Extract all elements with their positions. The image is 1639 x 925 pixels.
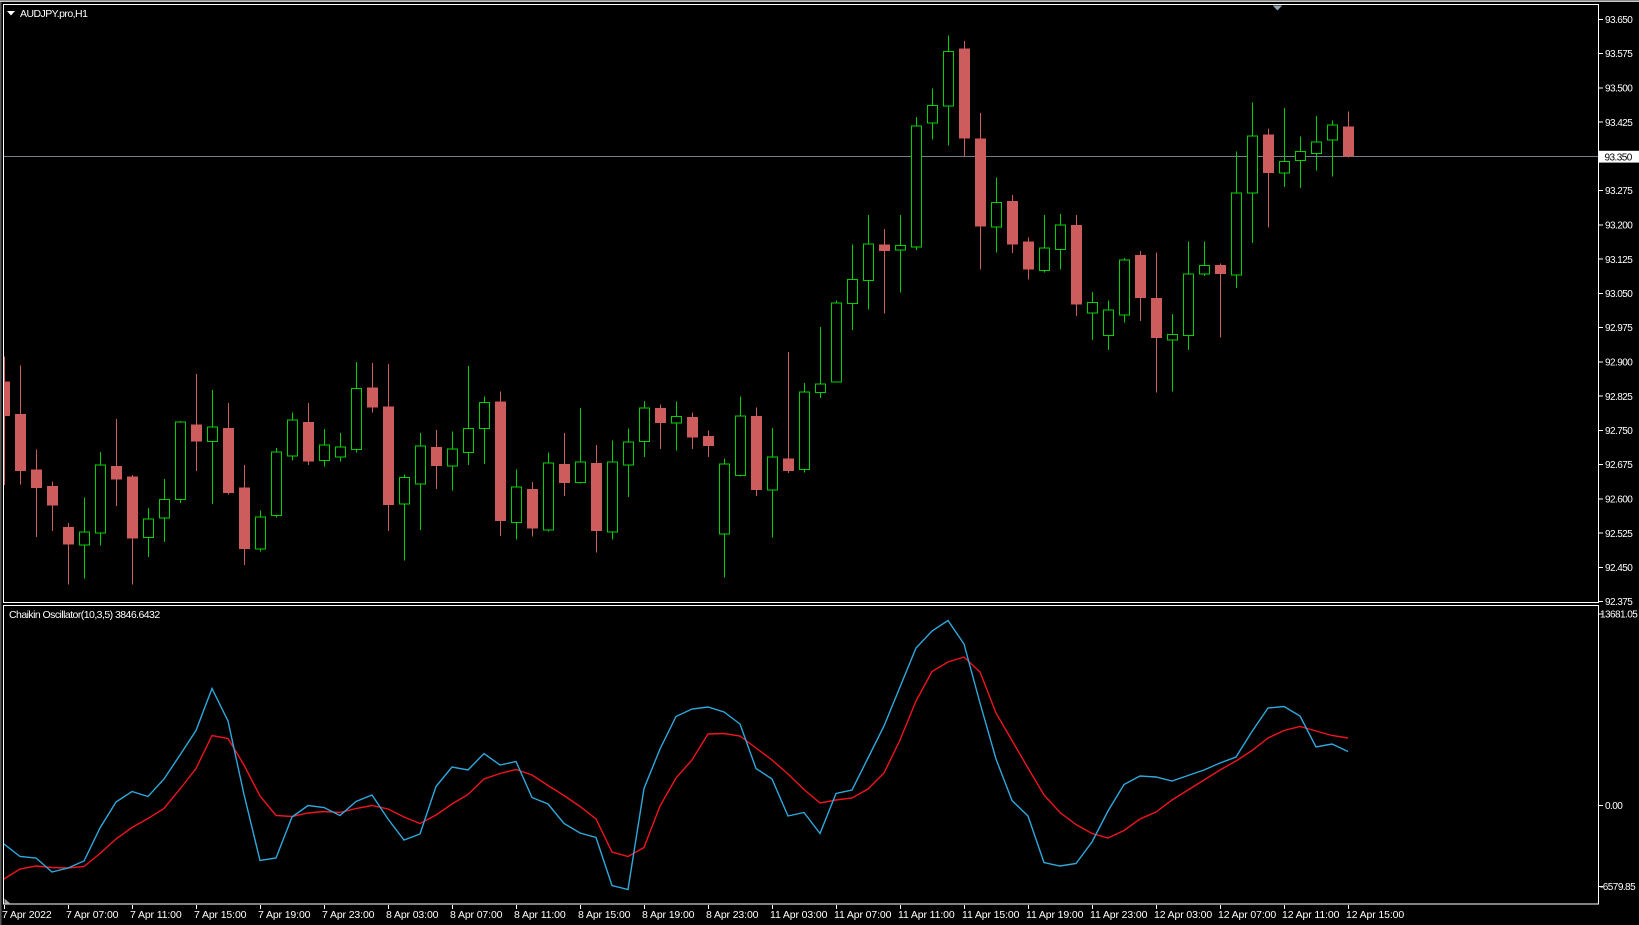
- svg-text:7 Apr 23:00: 7 Apr 23:00: [322, 909, 375, 921]
- svg-text:8 Apr 03:00: 8 Apr 03:00: [386, 909, 439, 921]
- svg-text:92.825: 92.825: [1605, 392, 1633, 403]
- svg-text:93.350: 93.350: [1605, 153, 1633, 164]
- svg-text:-6579.85: -6579.85: [1600, 882, 1636, 893]
- svg-text:11 Apr 07:00: 11 Apr 07:00: [834, 909, 892, 921]
- svg-text:11 Apr 15:00: 11 Apr 15:00: [962, 909, 1020, 921]
- svg-text:93.575: 93.575: [1605, 49, 1633, 60]
- svg-text:93.500: 93.500: [1605, 84, 1633, 95]
- svg-text:93.275: 93.275: [1605, 186, 1633, 197]
- svg-text:92.375: 92.375: [1605, 597, 1633, 608]
- svg-text:11 Apr 19:00: 11 Apr 19:00: [1026, 909, 1084, 921]
- svg-text:0.00: 0.00: [1605, 801, 1623, 812]
- svg-text:92.675: 92.675: [1605, 460, 1633, 471]
- svg-text:11 Apr 11:00: 11 Apr 11:00: [898, 909, 955, 921]
- svg-text:93.200: 93.200: [1605, 221, 1633, 232]
- svg-text:8 Apr 15:00: 8 Apr 15:00: [578, 909, 631, 921]
- svg-text:Chaikin Oscillator(10,3,5) 384: Chaikin Oscillator(10,3,5) 3846.6432: [9, 609, 160, 621]
- svg-text:13681.05: 13681.05: [1600, 610, 1638, 621]
- svg-text:92.450: 92.450: [1605, 563, 1633, 574]
- svg-text:92.900: 92.900: [1605, 358, 1633, 369]
- svg-text:AUDJPY.pro,H1: AUDJPY.pro,H1: [20, 8, 88, 20]
- svg-text:12 Apr 03:00: 12 Apr 03:00: [1154, 909, 1212, 921]
- svg-text:8 Apr 07:00: 8 Apr 07:00: [450, 909, 503, 921]
- svg-text:8 Apr 11:00: 8 Apr 11:00: [514, 909, 566, 921]
- svg-text:92.525: 92.525: [1605, 529, 1633, 540]
- svg-text:8 Apr 19:00: 8 Apr 19:00: [642, 909, 695, 921]
- svg-text:92.600: 92.600: [1605, 495, 1633, 506]
- svg-text:11 Apr 03:00: 11 Apr 03:00: [770, 909, 828, 921]
- svg-text:7 Apr 19:00: 7 Apr 19:00: [258, 909, 311, 921]
- svg-text:7 Apr 15:00: 7 Apr 15:00: [194, 909, 247, 921]
- svg-text:8 Apr 23:00: 8 Apr 23:00: [706, 909, 759, 921]
- svg-text:93.650: 93.650: [1605, 15, 1633, 26]
- svg-text:93.125: 93.125: [1605, 255, 1633, 266]
- svg-text:12 Apr 07:00: 12 Apr 07:00: [1218, 909, 1276, 921]
- svg-text:92.975: 92.975: [1605, 323, 1633, 334]
- svg-text:11 Apr 23:00: 11 Apr 23:00: [1090, 909, 1148, 921]
- svg-text:7 Apr 07:00: 7 Apr 07:00: [66, 909, 119, 921]
- svg-text:93.050: 93.050: [1605, 289, 1633, 300]
- svg-text:7 Apr 2022: 7 Apr 2022: [2, 909, 52, 921]
- svg-text:12 Apr 15:00: 12 Apr 15:00: [1346, 909, 1404, 921]
- svg-text:92.750: 92.750: [1605, 426, 1633, 437]
- svg-text:93.425: 93.425: [1605, 118, 1633, 129]
- svg-text:12 Apr 11:00: 12 Apr 11:00: [1282, 909, 1340, 921]
- svg-text:7 Apr 11:00: 7 Apr 11:00: [130, 909, 182, 921]
